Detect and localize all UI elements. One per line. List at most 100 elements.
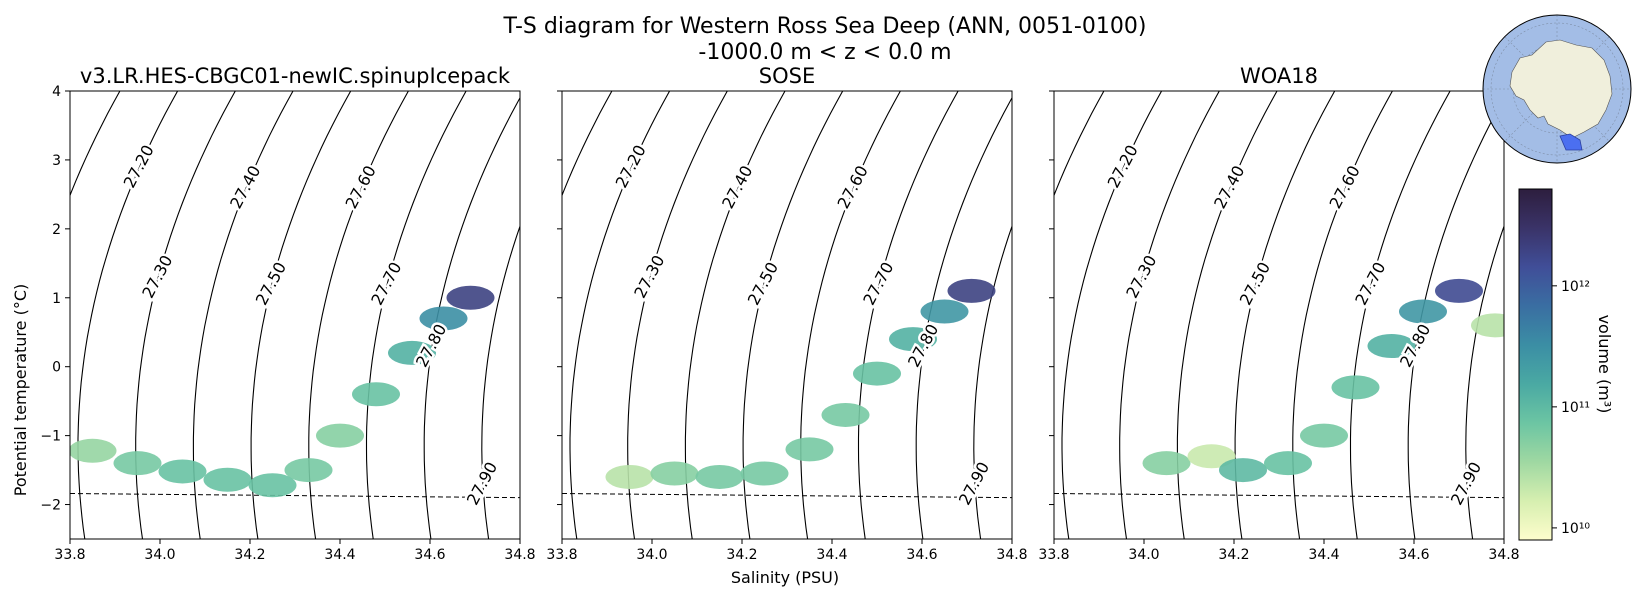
x-tick-label: 34.2 <box>726 547 757 563</box>
contour-label: 27.00 <box>988 142 1026 191</box>
density-contour <box>627 91 728 539</box>
inset-antarctic-map <box>1482 14 1632 164</box>
volume-cell <box>388 340 436 365</box>
x-tick-label: 34.2 <box>1218 547 1249 563</box>
x-tick-label: 33.8 <box>54 547 85 563</box>
y-tick-label: 4 <box>52 84 61 100</box>
x-tick-label: 34.0 <box>1128 547 1159 563</box>
panel-1: 27.00 27.10 27.20 27.30 27.40 27.50 27.60 27.70… <box>4 64 535 563</box>
contour-label: 27.40 <box>718 162 756 211</box>
colorbar: 10¹⁰ 10¹¹ 10¹² volume (m³) <box>1518 188 1614 541</box>
panel-title: v3.LR.HES-CBGC01-newIC.spinupIcepack <box>80 64 511 88</box>
freezing-line <box>1054 493 1504 499</box>
freezing-line <box>70 493 520 499</box>
x-tick-label: 34.0 <box>144 547 175 563</box>
volume-cell <box>113 451 162 476</box>
density-contour <box>742 91 844 539</box>
x-tick-label: 34.0 <box>636 547 667 563</box>
y-tick-label: 1 <box>52 291 61 307</box>
contour-label: 27.60 <box>1326 162 1364 211</box>
density-contour <box>1061 91 1163 539</box>
contour-label: 27.70 <box>1351 259 1389 308</box>
x-tick-label: 34.6 <box>414 547 445 563</box>
volume-cell <box>1264 451 1312 476</box>
plot-frame <box>561 90 1013 540</box>
x-tick-label: 34.8 <box>1488 547 1519 563</box>
contour-label: 27.70 <box>859 259 897 308</box>
inset-antarctica-land <box>1509 39 1613 139</box>
volume-cell <box>70 438 117 463</box>
density-contour <box>857 91 959 539</box>
volume-cell <box>785 437 834 462</box>
volume-cell <box>1187 444 1236 469</box>
figure-title-line-2: -1000.0 m < z < 0.0 m <box>698 40 951 65</box>
density-contour <box>250 91 352 539</box>
contour-label: 27.70 <box>367 259 405 308</box>
y-tick-label: 2 <box>52 222 61 238</box>
contour-label: 27.40 <box>226 162 264 211</box>
volume-cell <box>1399 299 1447 324</box>
x-tick-label: 33.8 <box>1038 547 1069 563</box>
panel-title: WOA18 <box>1240 64 1318 88</box>
volume-cell <box>650 461 699 486</box>
y-tick-label: 3 <box>52 153 61 169</box>
volume-cell <box>1142 451 1191 476</box>
volume-cell <box>284 458 333 483</box>
density-contour <box>1349 91 1451 539</box>
x-tick-label: 33.8 <box>546 547 577 563</box>
x-tick-label: 34.6 <box>1398 547 1429 563</box>
inset-region-highlight <box>1559 133 1583 151</box>
contour-label: 27.00 <box>4 142 42 191</box>
density-contour <box>481 224 520 539</box>
contour-label: 27.90 <box>1447 459 1485 508</box>
volume-cell <box>352 382 400 407</box>
volume-cell <box>1435 278 1483 303</box>
volume-cell <box>316 423 364 448</box>
volume-cell <box>203 467 252 492</box>
x-tick-label: 34.4 <box>1308 547 1339 563</box>
volume-cell <box>1367 334 1416 359</box>
volume-cell <box>695 464 744 489</box>
contour-label: 27.90 <box>955 459 993 508</box>
density-contour <box>70 91 121 197</box>
y-axis-label: Potential temperature (°C) <box>11 284 30 497</box>
x-tick-label: 34.4 <box>816 547 847 563</box>
volume-cell <box>446 285 495 310</box>
contour-label: 27.20 <box>120 142 158 191</box>
plot-frame <box>1053 90 1505 540</box>
colorbar-tick-label: 10¹⁰ <box>1561 521 1590 537</box>
colorbar-tick-label: 10¹² <box>1561 279 1590 295</box>
colorbar-tick-label: 10¹¹ <box>1561 400 1590 416</box>
colorbar-ticks: 10¹⁰ 10¹¹ 10¹² <box>1552 279 1590 537</box>
volume-cell <box>821 402 870 427</box>
panel-2: 27.00 27.10 27.20 27.30 27.40 27.50 27.60 27.70… <box>515 64 1052 563</box>
x-tick-label: 34.8 <box>504 547 535 563</box>
x-tick-label: 34.4 <box>324 547 355 563</box>
volume-cell <box>248 473 297 498</box>
volume-cell <box>1471 313 1504 338</box>
volume-cell <box>740 461 789 486</box>
density-contour <box>569 91 671 539</box>
contour-label: 28.00 <box>1014 472 1052 521</box>
density-contour <box>1054 91 1105 197</box>
contour-label: 27.10 <box>515 252 553 301</box>
density-contour <box>562 91 613 197</box>
contour-label: 27.40 <box>1210 162 1248 211</box>
contour-label: 27.30 <box>1122 252 1160 301</box>
volume-cell <box>419 306 468 331</box>
contour-label: 27.60 <box>342 162 380 211</box>
contour-label: 27.90 <box>463 459 501 508</box>
contour-label: 27.50 <box>1236 259 1274 308</box>
volume-cell <box>1300 423 1348 448</box>
inset-map-border <box>1482 14 1632 164</box>
volume-cell <box>947 278 996 303</box>
contour-label: 27.20 <box>1104 142 1142 191</box>
density-contour <box>1292 91 1393 539</box>
x-tick-label: 34.8 <box>996 547 1027 563</box>
density-contour <box>973 224 1012 539</box>
contour-label: 27.60 <box>834 162 872 211</box>
density-contour <box>1119 91 1220 539</box>
contour-label: 27.30 <box>630 252 668 301</box>
contour-label: 27.20 <box>612 142 650 191</box>
contour-label: 27.10 <box>1007 252 1045 301</box>
